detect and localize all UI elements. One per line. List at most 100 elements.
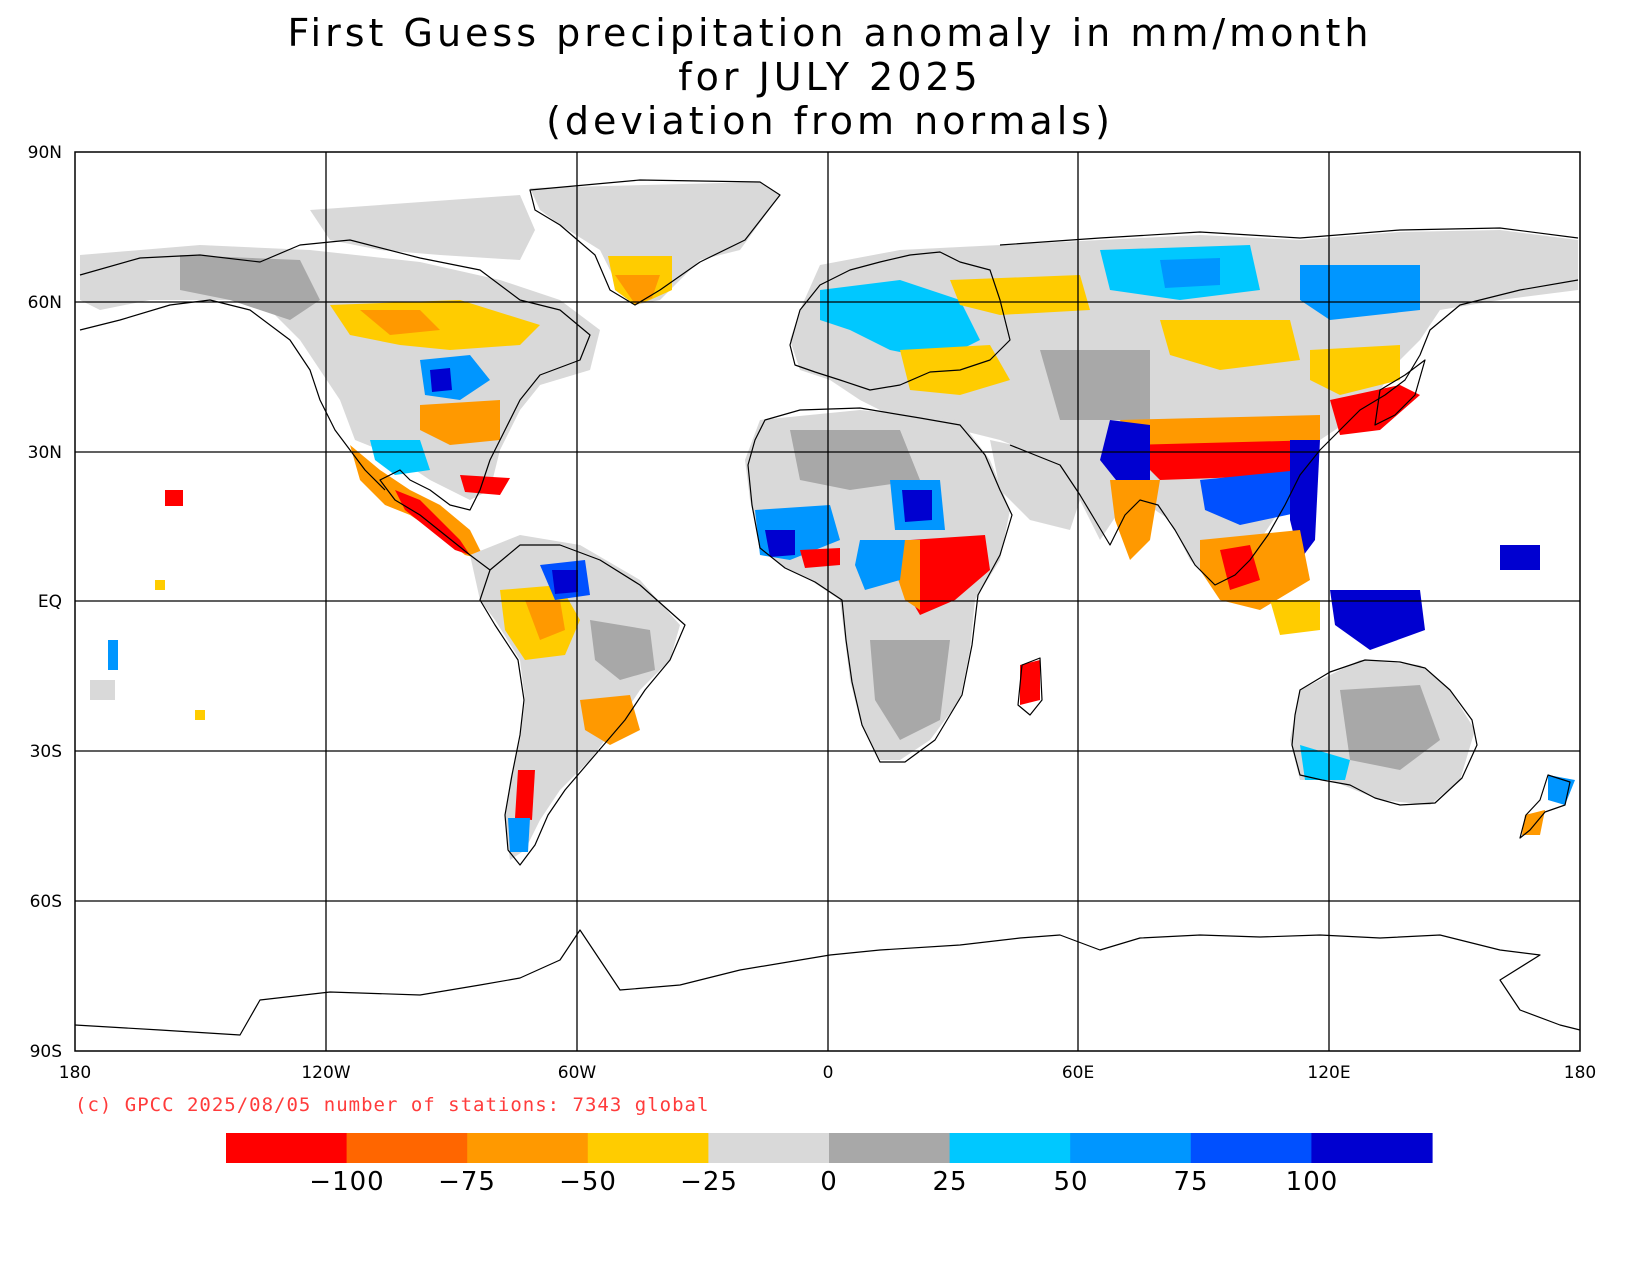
coastline-greenland [529, 179, 781, 306]
title-line-3: (deviation from normals) [546, 99, 1114, 143]
colorbar-label-1: −100 [309, 1167, 384, 1197]
colorbar-label-2: −75 [438, 1167, 496, 1197]
coastline-japan [1374, 359, 1426, 426]
anomaly-china-wet-core [1290, 440, 1320, 560]
lon-label-60w: 60W [558, 1063, 597, 1083]
anomaly-central-america-red [395, 490, 470, 555]
graticule [75, 152, 1580, 1051]
colorbar-label-4: −25 [680, 1167, 738, 1197]
colorbar-label-6: 25 [932, 1167, 967, 1197]
anomaly-arabia [990, 440, 1080, 530]
colorbar-label-5: 0 [820, 1167, 838, 1197]
colorbar-label-7: 50 [1053, 1167, 1088, 1197]
anomaly-central-africa-red [905, 535, 990, 615]
coastline-asia [999, 227, 1579, 586]
anomaly-sahara-gray [790, 430, 920, 490]
anomaly-northeast-china-dry [1310, 345, 1400, 395]
anomaly-us-east-dry [420, 400, 500, 445]
lat-axis: 90N 60N 30N EQ 30S 60S 90S [28, 143, 62, 1062]
lon-label-0: 0 [823, 1063, 834, 1083]
colorbar-swatch-9 [1190, 1133, 1312, 1163]
anomaly-guiana-wet-core [552, 570, 578, 594]
anomaly-greenland [530, 182, 780, 305]
coastline-australia [1291, 659, 1478, 806]
anomaly-canada-gray [180, 255, 320, 320]
lon-label-60e: 60E [1062, 1063, 1094, 1083]
colorbar-swatch-4 [587, 1133, 709, 1163]
anomaly-russia-dry [950, 275, 1090, 315]
coastline-north-america [79, 239, 591, 571]
colorbar-swatch-5 [708, 1133, 830, 1163]
lat-label-60s: 60S [30, 892, 62, 912]
anomaly-amazon-dry-core [525, 600, 565, 640]
anomaly-borneo-dry [1270, 600, 1320, 635]
anomaly-central-asia-gray [1040, 350, 1150, 420]
colorbar-label-8: 75 [1173, 1167, 1208, 1197]
anomaly-east-siberia-wet [1300, 265, 1420, 320]
anomaly-chile-red [515, 770, 535, 820]
anomaly-sahel-wet-core [902, 490, 932, 522]
lat-label-90n: 90N [28, 143, 62, 163]
anomaly-pacific-wet-2 [1500, 545, 1540, 570]
map-frame [74, 151, 1581, 1052]
anomaly-tibet-dry [1120, 415, 1320, 445]
lat-label-30s: 30S [30, 742, 62, 762]
colorbar-swatch-1 [226, 1133, 348, 1163]
coastline-south-america [479, 544, 686, 866]
anomaly-pacific-wet-1 [108, 640, 118, 670]
colorbar-label-3: −50 [559, 1167, 617, 1197]
credit-text: (c) GPCC 2025/08/05 number of stations: … [75, 1094, 709, 1116]
anomaly-eurasia [790, 230, 1578, 585]
colorbar-swatch-3 [467, 1133, 589, 1163]
anomaly-pacific-dry-2 [195, 710, 205, 720]
coastline-europe [789, 251, 1011, 391]
anomaly-west-africa-core [765, 530, 795, 557]
lat-label-60n: 60N [28, 293, 62, 313]
lon-axis: 180 120W 60W 0 60E 120E 180 [59, 1063, 1596, 1083]
anomaly-siberia-wet-core [1160, 258, 1220, 288]
lat-label-30n: 30N [28, 443, 62, 463]
anomaly-mongolia-dry [1160, 320, 1300, 370]
colorbar-swatch-6 [829, 1133, 951, 1163]
lon-label-120e: 120E [1307, 1063, 1350, 1083]
anomaly-central-africa-wet [855, 540, 905, 590]
anomaly-indonesia-wet [1330, 590, 1425, 650]
title-line-2: for JULY 2025 [678, 55, 981, 99]
anomaly-australia-gray [1340, 685, 1440, 770]
coastline-new-zealand [1519, 774, 1571, 839]
colorbar-swatch-10 [1311, 1133, 1433, 1163]
lon-label-120w: 120W [301, 1063, 350, 1083]
anomaly-tibet-red [1140, 440, 1300, 480]
colorbar-swatch-7 [949, 1133, 1071, 1163]
anomaly-south-africa-gray [870, 640, 950, 740]
anomaly-gulf-guinea-red [800, 548, 840, 568]
anomaly-brazil-south-dry [580, 695, 640, 745]
anomaly-korea-japan-red [1330, 385, 1420, 435]
anomaly-hawaii-red [165, 490, 183, 506]
anomaly-madagascar-red [1020, 660, 1040, 705]
anomaly-us-wet-core [430, 368, 452, 392]
colorbar-swatch-8 [1070, 1133, 1192, 1163]
title-line-1: First Guess precipitation anomaly in mm/… [287, 11, 1372, 55]
anomaly-nz-dry [1522, 810, 1545, 835]
anomaly-pacific-dry-1 [155, 580, 165, 590]
coastline-antarctica [74, 929, 1581, 1036]
anomaly-india-dry [1110, 480, 1160, 560]
anomaly-caribbean-red [460, 475, 510, 495]
colorbar: −100 −75 −50 −25 0 25 50 75 100 [226, 1133, 1433, 1197]
anomaly-us-south-wet [370, 440, 430, 475]
lon-label-180w: 180 [59, 1063, 91, 1083]
colorbar-swatch-2 [346, 1133, 468, 1163]
anomaly-australia-coast-wet [1300, 745, 1350, 780]
map-panel [74, 151, 1581, 1052]
anomaly-pacific-gray-1 [90, 680, 115, 700]
anomaly-canada-dry-core [360, 310, 440, 335]
lon-label-180e: 180 [1564, 1063, 1596, 1083]
lat-label-eq: EQ [38, 592, 62, 612]
anomaly-nz-wet [1548, 775, 1575, 805]
coastline-madagascar [1017, 657, 1043, 716]
anomaly-layer [80, 182, 1578, 860]
lat-label-90s: 90S [30, 1042, 62, 1062]
anomaly-indochina-red [1220, 545, 1260, 590]
